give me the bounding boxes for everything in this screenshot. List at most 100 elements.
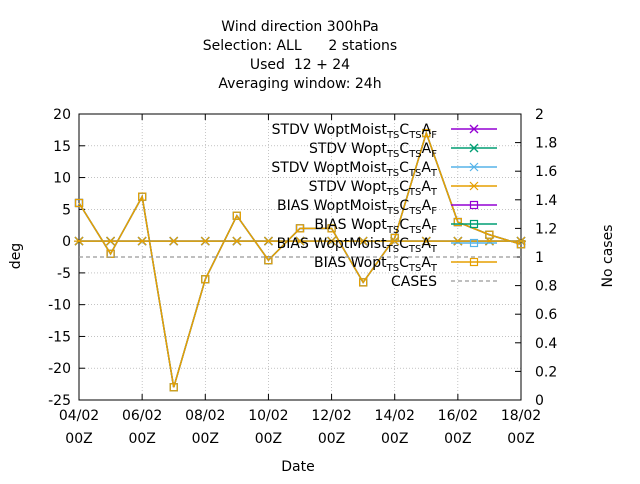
y2-tick-label: 1.4 (535, 193, 557, 209)
y-axis-label: deg (8, 243, 24, 269)
x-tick-label-time: 00Z (128, 431, 155, 447)
legend-item: STDV WoptTSCTSAT (309, 179, 497, 198)
legend-label-part: BIAS Wopt (314, 217, 387, 233)
legend-label-part: A (422, 141, 432, 157)
data-point (74, 236, 84, 246)
legend-label-part: C (399, 236, 409, 252)
legend-label-part: F (431, 130, 437, 141)
data-point (169, 383, 178, 392)
y-tick-label: 15 (53, 139, 71, 155)
legend-label-part: BIAS WoptMoist (277, 198, 387, 214)
legend-label-part: BIAS Wopt (314, 255, 387, 271)
data-point (168, 236, 179, 246)
legend-label-part: T (430, 263, 438, 274)
legend-sample-marker (469, 219, 479, 229)
data-point (200, 236, 211, 246)
legend-item: BIAS WoptMoistTSCTSAF (277, 198, 497, 217)
series-group (74, 128, 526, 392)
x-tick-label-time: 00Z (192, 431, 219, 447)
series-line (78, 130, 522, 388)
legend-label-part: TS (408, 206, 421, 217)
legend-label-part: TS (386, 130, 399, 141)
legend-sample-marker (469, 200, 479, 210)
legend-label: STDV WoptMoistTSCTSAF (272, 122, 438, 141)
legend-label-part: C (399, 141, 409, 157)
x-tick-label-time: 00Z (255, 431, 282, 447)
x-tick-label-time: 00Z (381, 431, 408, 447)
x-tick-label-time: 00Z (507, 431, 534, 447)
y2-tick-label: 0 (535, 393, 544, 409)
legend-item: STDV WoptTSCTSAF (309, 141, 497, 160)
data-point (295, 224, 305, 233)
data-point (295, 236, 305, 246)
legend-label-part: TS (386, 149, 399, 160)
data-point (105, 236, 116, 246)
legend-label-part: F (431, 149, 437, 160)
x-tick-label: 10/02 (248, 408, 288, 424)
legend-label-part: TS (408, 187, 421, 198)
legend-label-part: TS (386, 225, 399, 236)
legend-label-part: A (422, 217, 432, 233)
x-tick-label-time: 00Z (65, 431, 92, 447)
data-point (263, 236, 274, 246)
data-point (327, 224, 336, 233)
legend-label-part: TS (386, 263, 399, 274)
data-point (422, 128, 431, 138)
y-tick-label: -10 (48, 298, 71, 314)
legend-sample-marker (469, 162, 479, 172)
legend-label-part: A (422, 122, 432, 138)
title-line: Selection: ALL 2 stations (203, 38, 397, 54)
legend-label-part: C (399, 255, 409, 271)
data-point (137, 236, 148, 246)
legend-label-part: TS (408, 130, 421, 141)
axes: -25 -20 -15 -10 -5 0 5 10 15 20 0 0.2 0.4 0.6 0.8 1 1.2 1… (48, 107, 557, 447)
x-tick-label: 04/02 (59, 408, 99, 424)
title-line: Used 12 + 24 (250, 57, 350, 73)
title-line: Averaging window: 24h (218, 76, 381, 92)
legend-item: STDV WoptMoistTSCTSAT (271, 160, 497, 179)
legend-item: STDV WoptMoistTSCTSAF (272, 122, 497, 141)
legend-item: CASES (391, 274, 497, 290)
data-point (390, 233, 399, 243)
legend-sample-marker (469, 257, 479, 267)
data-point (138, 192, 147, 201)
y2-tick-label: 0.2 (535, 364, 557, 380)
legend-label: STDV WoptTSCTSAT (309, 179, 438, 198)
legend-label-part: C (399, 198, 409, 214)
x-tick-label: 18/02 (501, 408, 541, 424)
x-tick-label: 06/02 (122, 408, 162, 424)
legend-label-part: TS (386, 206, 399, 217)
legend-label-part: STDV WoptMoist (271, 160, 387, 176)
legend-label: BIAS WoptTSCTSAT (314, 255, 438, 274)
legend-label: BIAS WoptTSCTSAF (314, 217, 437, 236)
legend-label-part: C (399, 217, 409, 233)
y2-tick-label: 0.8 (535, 279, 557, 295)
data-point (201, 275, 210, 284)
y2-tick-label: 1.2 (535, 221, 557, 237)
data-point (326, 236, 337, 246)
legend-label-part: F (431, 225, 437, 236)
chart-title: Wind direction 300hPa Selection: ALL 2 st… (203, 19, 397, 92)
y-tick-label: 5 (62, 202, 71, 218)
legend-sample-marker (469, 124, 479, 134)
y2-tick-label: 1.6 (535, 164, 557, 180)
legend-label-part: TS (408, 263, 421, 274)
legend-label: STDV WoptTSCTSAF (309, 141, 437, 160)
y-tick-label: -5 (57, 266, 71, 282)
y-tick-label: 10 (53, 171, 71, 187)
legend-label-part: TS (408, 225, 421, 236)
data-point (231, 236, 242, 246)
legend-label-part: C (399, 122, 409, 138)
x-tick-label-time: 00Z (318, 431, 345, 447)
legend-label-part: T (430, 244, 438, 255)
legend-sample-marker (469, 238, 479, 248)
legend-label-part: BIAS WoptMoist (277, 236, 387, 252)
legend-sample-marker (469, 181, 479, 191)
y-tick-label: -25 (48, 393, 71, 409)
series-8 (74, 128, 526, 392)
y-tick-label: -15 (48, 329, 71, 345)
data-point (74, 198, 84, 208)
